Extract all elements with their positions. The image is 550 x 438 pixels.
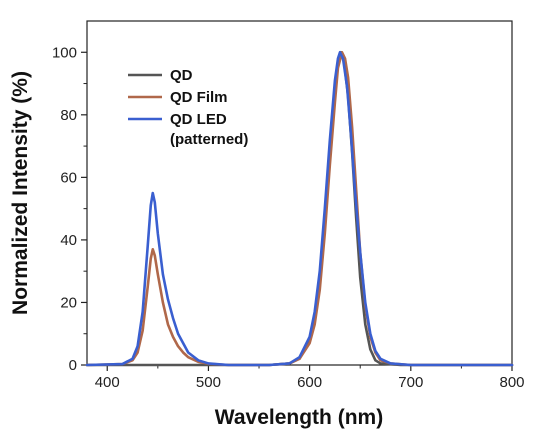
x-tick-label: 600 (297, 374, 322, 391)
legend-label-3: (patterned) (170, 131, 248, 148)
legend-label-2: QD Film (170, 89, 228, 106)
series-layer (85, 50, 514, 367)
plot-frame (86, 20, 513, 366)
series-line-3 (85, 50, 514, 367)
legend-label-3: QD LED (170, 111, 227, 128)
axis-ticks: 400 500 600 700 800 0 20 40 60 80 100 (52, 44, 525, 391)
y-tick-label: 20 (60, 294, 77, 311)
y-tick-label: 40 (60, 232, 77, 249)
legend: QD QD Film QD LED (patterned) (128, 67, 248, 148)
x-tick-label: 800 (499, 374, 524, 391)
x-axis-title: Wavelength (nm) (215, 406, 383, 429)
y-tick-label: 0 (69, 357, 77, 374)
x-tick-label: 400 (95, 374, 120, 391)
x-tick-label: 700 (398, 374, 423, 391)
x-tick-label: 500 (196, 374, 221, 391)
y-tick-label: 100 (52, 44, 77, 61)
y-tick-label: 60 (60, 169, 77, 186)
y-axis-title: Normalized Intensity (%) (9, 71, 32, 315)
legend-label-1: QD (170, 67, 193, 84)
y-tick-label: 80 (60, 107, 77, 124)
